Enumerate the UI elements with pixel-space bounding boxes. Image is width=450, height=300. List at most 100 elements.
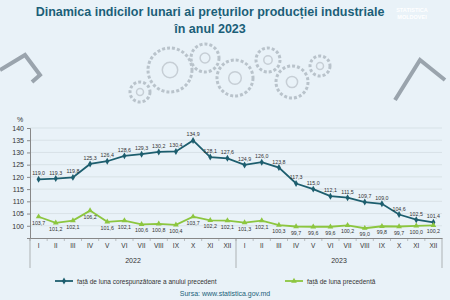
x-tick-label: XII (429, 242, 437, 249)
marker (139, 221, 145, 226)
y-tick-mark (27, 165, 30, 166)
marker (397, 211, 401, 218)
category-separator (81, 238, 82, 241)
category-separator (407, 238, 408, 241)
data-label: 117,3 (290, 174, 303, 180)
gear-hub (200, 53, 210, 63)
gear (130, 82, 150, 102)
marker (87, 207, 93, 212)
data-label: 123,8 (272, 159, 285, 165)
data-label: 119,0 (32, 170, 45, 176)
legend: față de luna corespunzătoare a anului pr… (55, 278, 376, 286)
title: în anul 2023 (173, 22, 246, 36)
y-tick-mark (27, 201, 30, 202)
y-tick-label: 105 (12, 210, 24, 217)
category-separator (201, 238, 202, 241)
y-tick-mark (27, 189, 30, 190)
data-label: 104,6 (392, 206, 405, 212)
data-label: 126,0 (255, 153, 268, 159)
marker (190, 213, 196, 218)
gear (256, 48, 280, 72)
category-separator (64, 238, 65, 241)
marker (140, 151, 144, 158)
category-separator (98, 238, 99, 241)
data-label: 101,6 (101, 225, 114, 231)
legend-marker (291, 278, 297, 283)
data-label: 99,6 (308, 230, 318, 236)
x-tick: II (54, 238, 58, 249)
data-label: 100,8 (152, 227, 165, 233)
gear (217, 60, 253, 96)
x-tick: VII (138, 238, 146, 249)
data-label: 111,5 (341, 189, 354, 195)
marker (225, 217, 231, 222)
marker (53, 220, 59, 225)
data-label: 130,4 (169, 142, 182, 148)
data-label: 103,7 (32, 220, 45, 226)
legend-label: față de luna precedentă (307, 278, 376, 286)
gear (148, 48, 192, 92)
data-label: 134,9 (186, 131, 199, 137)
data-label: 99,7 (394, 230, 404, 236)
data-label: 130,2 (152, 143, 165, 149)
y-tick-label: 135 (12, 137, 24, 144)
x-tick-label: IX (379, 242, 386, 249)
data-label: 102,2 (204, 223, 217, 229)
x-tick-label: IX (173, 242, 180, 249)
category-separator (236, 238, 237, 241)
plot (36, 137, 437, 230)
x-tick: VI (327, 238, 333, 249)
data-label: 100,2 (427, 228, 440, 234)
marker (207, 217, 213, 222)
x-tick-label: V (311, 242, 316, 249)
x-tick-label: III (276, 242, 282, 249)
logo-text: MOLDOVEI (397, 14, 427, 20)
marker (396, 223, 402, 228)
gear (276, 66, 308, 98)
y-tick: 105 (12, 210, 30, 217)
x-tick: VI (121, 238, 127, 249)
marker (157, 148, 161, 155)
y-tick-mark (27, 140, 30, 141)
x-tick-label: III (70, 242, 76, 249)
x-tick: XI (413, 238, 419, 249)
logo-text: STATISTICA (396, 7, 428, 13)
group-separator (30, 238, 31, 268)
marker (328, 193, 332, 200)
marker (260, 159, 264, 166)
marker (294, 180, 298, 187)
legend-marker (62, 278, 66, 285)
grid-line (30, 152, 442, 153)
y-tick: 120 (12, 174, 30, 181)
marker (363, 199, 367, 206)
data-label: 106,2 (83, 214, 96, 220)
data-label: 102,1 (66, 224, 79, 230)
marker (225, 155, 229, 162)
marker (71, 174, 75, 181)
category-separator (218, 238, 219, 241)
grid-line (30, 176, 442, 177)
data-label: 127,6 (221, 149, 234, 155)
x-tick: III (276, 238, 282, 249)
marker (208, 154, 212, 161)
x-tick-label: X (397, 242, 402, 249)
gear-hub (264, 56, 272, 64)
gear-hub (317, 63, 324, 70)
data-label: 126,4 (101, 152, 114, 158)
gear (191, 44, 219, 72)
data-label: 128,6 (118, 147, 131, 153)
gear-hub (137, 89, 144, 96)
x-tick: IX (379, 238, 386, 249)
x-tick-label: V (105, 242, 110, 249)
marker (277, 164, 281, 171)
category-separator (356, 238, 357, 241)
category-separator (30, 238, 31, 241)
category-separator (321, 238, 322, 241)
x-tick-label: I (38, 242, 40, 249)
category-separator (115, 238, 116, 241)
y-tick: 135 (12, 137, 30, 144)
x-tick-label: XI (207, 242, 213, 249)
grid-line (30, 201, 442, 202)
category-separator (287, 238, 288, 241)
marker (362, 225, 368, 230)
